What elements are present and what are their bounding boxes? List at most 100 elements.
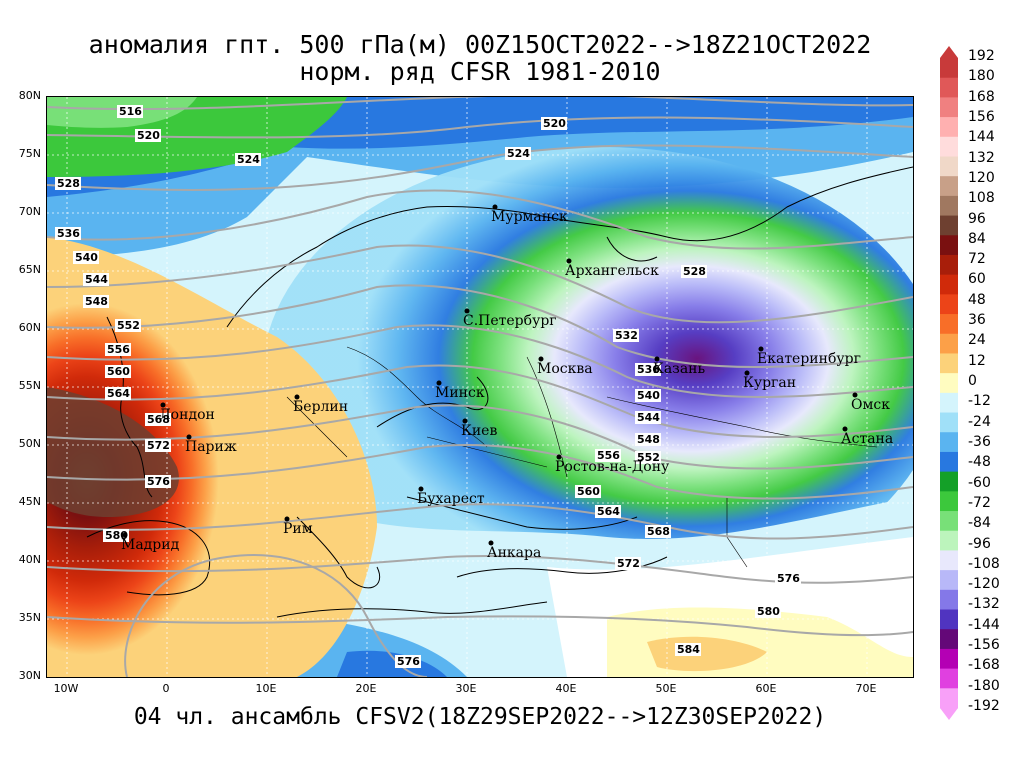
colorbar-label: 24 [968, 332, 986, 349]
colorbar-swatch [940, 254, 958, 276]
lon-label: 40E [555, 682, 577, 695]
lon-label: 50E [655, 682, 677, 695]
svg-text:584: 584 [677, 643, 700, 656]
colorbar-swatch [940, 412, 958, 433]
contour-label: 556 [595, 449, 621, 462]
lat-label: 35N [18, 611, 41, 624]
colorbar-label: -180 [968, 677, 1000, 694]
svg-text:548: 548 [85, 295, 108, 308]
colorbar-swatch [940, 550, 958, 571]
svg-text:Анкара: Анкара [487, 545, 541, 561]
contour-label: 540 [73, 251, 99, 264]
svg-text:540: 540 [637, 389, 660, 402]
svg-text:580: 580 [105, 529, 128, 542]
colorbar-label: 60 [968, 271, 986, 288]
svg-text:572: 572 [147, 439, 170, 452]
lon-label: 20E [355, 682, 377, 695]
lon-label: 10W [53, 682, 79, 695]
city-label: Бухарест [417, 486, 485, 507]
contour-label: 556 [105, 343, 131, 356]
svg-text:540: 540 [75, 251, 98, 264]
svg-text:536: 536 [57, 227, 80, 240]
city-label: Ростов-на-Дону [555, 454, 670, 475]
colorbar-swatch [940, 373, 958, 394]
svg-text:Париж: Париж [185, 439, 237, 455]
contour-label: 516 [117, 105, 143, 118]
colorbar-swatch [940, 491, 958, 512]
colorbar-label: -192 [968, 698, 1000, 714]
contour-label: 580 [755, 605, 781, 618]
colorbar-swatch [940, 668, 958, 689]
colorbar-swatch [940, 156, 958, 177]
svg-text:516: 516 [119, 105, 142, 118]
city-label: Киев [461, 418, 497, 439]
contour-label: 520 [541, 117, 567, 130]
contour-label: 576 [145, 475, 171, 488]
svg-text:528: 528 [57, 177, 80, 190]
contour-label: 560 [575, 485, 601, 498]
contour-label: 536 [55, 227, 81, 240]
city-label: Астана [841, 426, 893, 447]
colorbar-swatch [940, 294, 958, 315]
contour-label: 560 [105, 365, 131, 378]
city-label: Мадрид [121, 532, 180, 553]
svg-text:Рим: Рим [283, 521, 313, 537]
colorbar-swatch [940, 432, 958, 453]
svg-text:548: 548 [637, 433, 660, 446]
city-label: Мурманск [491, 204, 568, 225]
colorbar-label: 48 [968, 291, 986, 308]
contour-label: 568 [145, 413, 171, 426]
colorbar-swatch [940, 609, 958, 630]
svg-text:Архангельск: Архангельск [565, 263, 659, 279]
colorbar-swatch [940, 136, 958, 157]
svg-text:Казань: Казань [653, 361, 705, 377]
contour-label: 544 [83, 273, 109, 286]
lat-label: 75N [18, 147, 41, 160]
colorbar-swatch [940, 314, 958, 335]
colorbar-label: -84 [968, 515, 991, 532]
svg-text:524: 524 [237, 153, 260, 166]
svg-text:536: 536 [637, 363, 660, 376]
colorbar-swatch [940, 333, 958, 354]
colorbar-swatch [940, 392, 958, 414]
contour-label: 544 [635, 411, 661, 424]
contour-label: 528 [55, 177, 81, 190]
colorbar-label: -48 [968, 454, 991, 471]
colorbar-swatch [940, 688, 958, 709]
svg-text:580: 580 [757, 605, 780, 618]
contour-label: 576 [395, 655, 421, 668]
svg-text:544: 544 [637, 411, 660, 424]
colorbar-label: -144 [968, 616, 1000, 633]
svg-text:552: 552 [117, 319, 140, 332]
city-label: Париж [185, 434, 237, 455]
colorbar-swatch [940, 570, 958, 591]
colorbar-label: 144 [968, 129, 995, 146]
city-label: Берлин [293, 394, 348, 415]
svg-text:Бухарест: Бухарест [417, 491, 485, 507]
colorbar-label: -36 [968, 433, 991, 450]
colorbar-swatch [940, 451, 958, 473]
svg-text:560: 560 [107, 365, 130, 378]
svg-text:Киев: Киев [461, 423, 497, 439]
city-label: Курган [743, 370, 796, 391]
svg-text:524: 524 [507, 147, 530, 160]
svg-text:Лондон: Лондон [159, 407, 215, 423]
colorbar-label: 36 [968, 312, 986, 329]
contour-label: 580 [103, 529, 129, 542]
colorbar-label: 156 [968, 108, 995, 125]
svg-text:556: 556 [107, 343, 130, 356]
contour-label: 524 [235, 153, 261, 166]
svg-text:556: 556 [597, 449, 620, 462]
colorbar-label: 108 [968, 190, 995, 207]
lat-label: 50N [18, 437, 41, 450]
colorbar-swatch [940, 235, 958, 256]
contour-label: 552 [115, 319, 141, 332]
colorbar-label: -168 [968, 657, 1000, 674]
colorbar-label: 132 [968, 149, 995, 166]
colorbar-label: -108 [968, 555, 1000, 572]
svg-text:Астана: Астана [841, 431, 893, 447]
lon-label: 0 [162, 682, 170, 695]
lat-label: 60N [18, 321, 41, 334]
city-label: Архангельск [565, 258, 659, 279]
svg-text:568: 568 [647, 525, 670, 538]
